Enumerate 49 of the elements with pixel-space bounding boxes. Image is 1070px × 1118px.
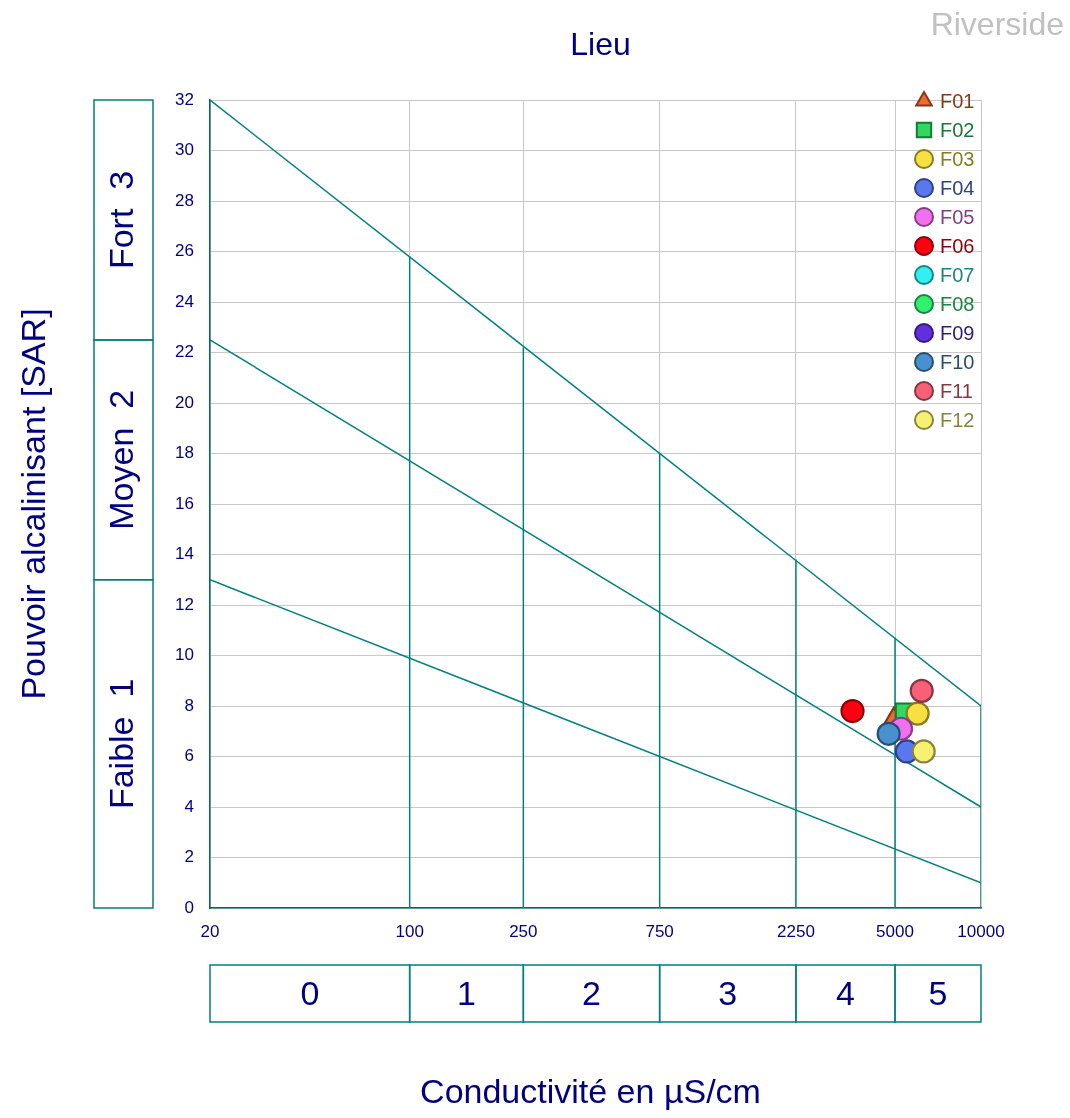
text: 3 [718, 974, 738, 1013]
y-tick-label: 30 [175, 140, 194, 160]
x-tick-label: 5000 [876, 921, 914, 941]
legend-label: F08 [940, 292, 975, 315]
legend-label: F05 [940, 205, 975, 228]
text: 0 [300, 974, 320, 1013]
y-tick-label: 22 [175, 342, 194, 362]
chart-title: Lieu [570, 25, 631, 62]
x-tick-label: 20 [200, 921, 220, 941]
text: 1 [457, 974, 476, 1013]
y-tick-label: 18 [175, 443, 194, 463]
legend-label: F03 [940, 147, 975, 170]
text: 2 [582, 974, 601, 1013]
text: Fort 3 [102, 170, 141, 270]
y-tick-label: 26 [175, 241, 194, 261]
legend-label: F06 [940, 234, 975, 257]
y-tick-label: 24 [175, 291, 194, 311]
legend-label: F02 [940, 118, 975, 141]
y-tick-label: 0 [184, 897, 194, 917]
y-tick-label: 8 [184, 695, 194, 715]
y-tick-label: 4 [184, 796, 194, 816]
legend-label: F11 [940, 379, 973, 402]
legend-label: F04 [940, 176, 975, 199]
y-tick-label: 6 [184, 746, 194, 766]
y-tick-label: 12 [175, 594, 194, 614]
x-tick-label: 2250 [777, 921, 815, 941]
y-axis-title: Pouvoir alcalinisant [SAR] [14, 308, 53, 700]
text: 5 [928, 974, 948, 1013]
x-tick-label: 750 [645, 921, 674, 941]
legend-label: F12 [940, 408, 975, 431]
x-tick-label: 250 [509, 921, 538, 941]
y-tick-label: 32 [175, 89, 194, 109]
y-tick-label: 14 [175, 544, 194, 564]
legend-label: F07 [940, 263, 975, 286]
y-tick-label: 2 [184, 847, 194, 867]
y-tick-label: 10 [175, 645, 194, 665]
text: 4 [836, 974, 855, 1013]
x-tick-label: 100 [395, 921, 424, 941]
legend-label: F10 [940, 350, 975, 373]
y-tick-label: 28 [175, 190, 194, 210]
text: Riverside [930, 5, 1064, 42]
y-tick-label: 16 [175, 493, 194, 513]
text: Faible 1 [102, 678, 141, 810]
x-axis-title: Conductivité en µS/cm [420, 1072, 761, 1111]
x-tick-label: 10000 [957, 921, 1005, 941]
y-tick-label: 20 [175, 392, 194, 412]
legend-label: F09 [940, 321, 975, 344]
text: Moyen 2 [102, 389, 141, 530]
legend-label: F01 [940, 89, 975, 112]
